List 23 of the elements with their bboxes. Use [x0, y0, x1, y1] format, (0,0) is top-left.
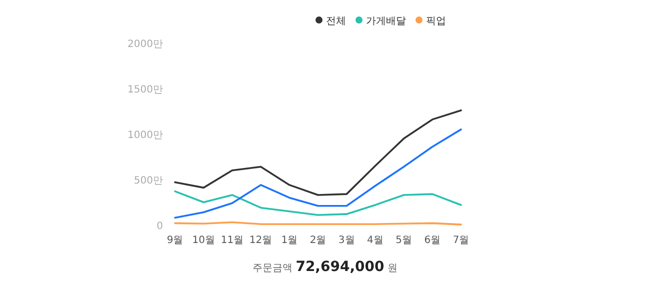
x-tick-label: 1월: [281, 235, 298, 246]
line-series: [174, 190, 462, 216]
x-tick-label: 9월: [166, 235, 184, 246]
y-tick-label: 500만: [134, 176, 163, 186]
y-tick-label: 1000만: [128, 130, 163, 141]
x-tick-label: 6월: [424, 235, 441, 246]
y-tick-label: 1500만: [128, 84, 163, 96]
x-tick-label: 7월: [452, 235, 470, 246]
x-tick-label: 10월: [192, 235, 215, 246]
legend-label: 가게배달: [366, 16, 406, 27]
x-tick-label: 3월: [338, 235, 355, 246]
x-tick-label: 4월: [367, 235, 384, 246]
y-tick-label: 2000만: [128, 39, 163, 50]
x-tick-label: 2월: [310, 235, 326, 246]
line-series: [174, 109, 462, 196]
line-series: [174, 128, 462, 219]
x-tick-label: 5월: [396, 235, 412, 246]
x-tick-label: 12월: [249, 235, 272, 246]
legend-label: 전체: [326, 16, 346, 27]
text: 주문금액 72,694,000 원: [252, 259, 398, 275]
y-tick-label: 0: [156, 221, 163, 232]
x-tick-label: 11월: [220, 235, 244, 246]
legend-label: 픽업: [426, 16, 446, 27]
